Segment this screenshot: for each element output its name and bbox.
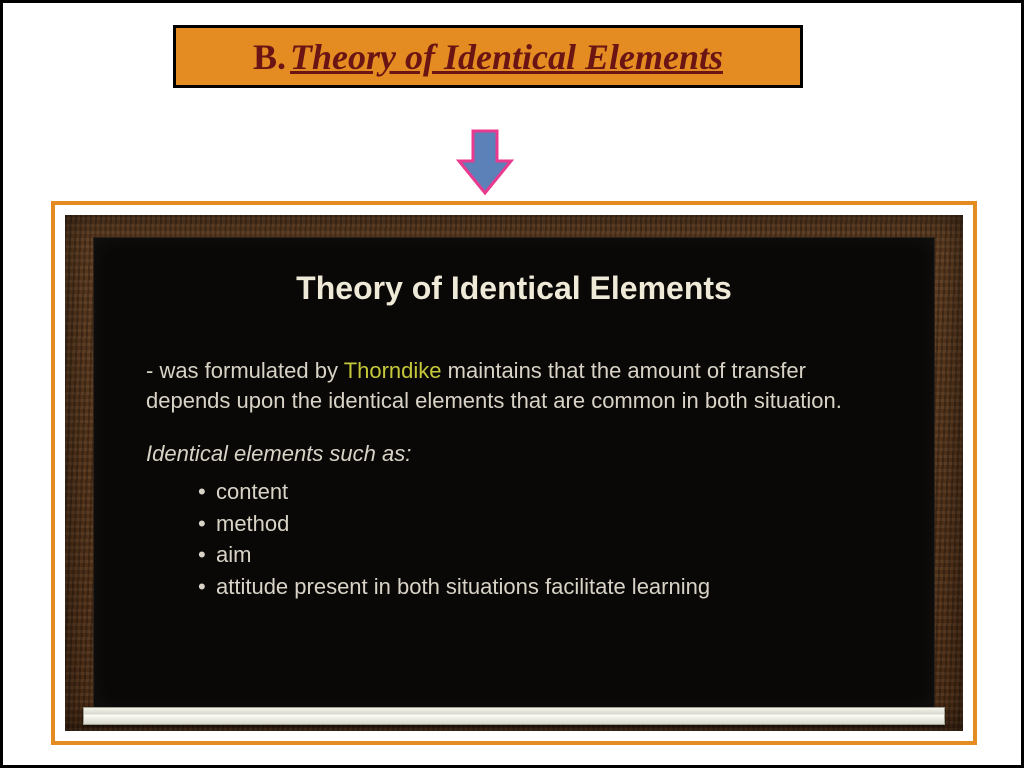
title-box: B. Theory of Identical Elements	[173, 25, 803, 88]
wood-frame: Theory of Identical Elements - was formu…	[65, 215, 963, 731]
list-item: content	[198, 477, 894, 507]
down-arrow-icon	[455, 127, 515, 197]
title-prefix: B.	[253, 37, 286, 77]
list-item: method	[198, 509, 894, 539]
paragraph: - was formulated by Thorndike maintains …	[146, 356, 894, 415]
para-highlight: Thorndike	[344, 358, 442, 383]
list-item: attitude present in both situations faci…	[198, 572, 894, 602]
chalk-tray	[83, 707, 945, 725]
title-main: Theory of Identical Elements	[290, 37, 723, 77]
subhead: Identical elements such as:	[146, 439, 894, 469]
slide-canvas: B. Theory of Identical Elements Theory o…	[3, 3, 1021, 765]
board-body: - was formulated by Thorndike maintains …	[146, 356, 894, 604]
content-panel: Theory of Identical Elements - was formu…	[51, 201, 977, 745]
list-item: aim	[198, 540, 894, 570]
board-heading: Theory of Identical Elements	[94, 270, 934, 307]
para-prefix: - was formulated by	[146, 358, 344, 383]
blackboard: Theory of Identical Elements - was formu…	[93, 237, 935, 709]
arrow-shape	[459, 131, 511, 193]
bullet-list: content method aim attitude present in b…	[146, 477, 894, 602]
